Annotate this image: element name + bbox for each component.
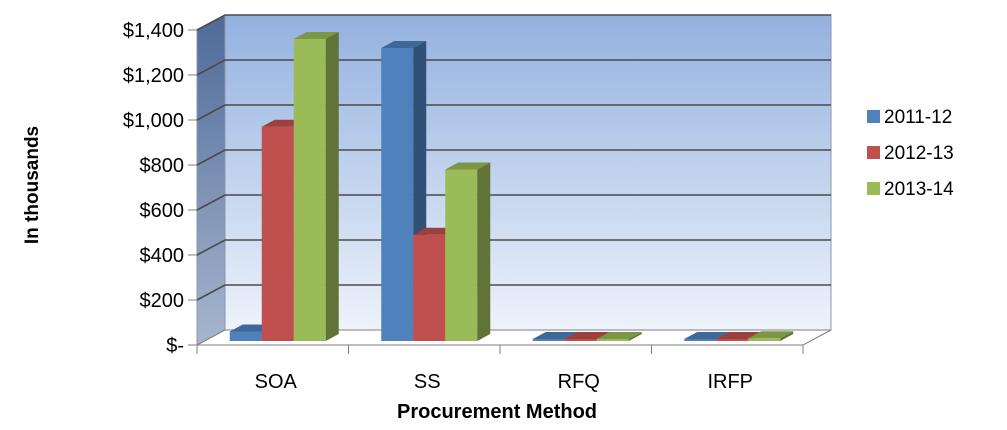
bar-top [293, 32, 339, 39]
legend-item: 2012-13 [867, 143, 954, 164]
legend-item: 2011-12 [867, 107, 952, 128]
y-tick-label: $1,400 [123, 20, 184, 42]
bar-top [381, 41, 427, 48]
y-tick-label: $400 [140, 245, 185, 267]
legend-swatch [867, 110, 880, 123]
bar-top [716, 332, 762, 339]
x-tick-labels: SOA SS RFQ IRFP [196, 345, 804, 393]
bar-side [628, 332, 642, 341]
legend-label: 2013-14 [884, 179, 954, 200]
y-tick-labels: $- $200 $400 $600 $800 $1,000 $1,200 $1,400 [123, 20, 197, 357]
bar-ss-2013-14 [445, 162, 491, 341]
x-axis-label: Procurement Method [397, 401, 597, 423]
gridline [196, 104, 831, 121]
x-tick-label: IRFP [707, 371, 753, 393]
y-tick-label: $1,000 [123, 110, 184, 132]
bar-front [716, 339, 749, 341]
gridlines [196, 14, 831, 301]
bar-front [229, 331, 262, 341]
y-tick-label: $800 [140, 155, 185, 177]
legend-item: 2013-14 [867, 179, 954, 200]
x-tick-label: SOA [255, 371, 298, 393]
x-tick-label: SS [414, 371, 441, 393]
y-tick-label: $200 [140, 290, 185, 312]
y-axis-label: In thousands [22, 126, 43, 244]
side-wall [196, 14, 226, 346]
y-tick-label: $- [166, 335, 184, 357]
legend-swatch [867, 182, 880, 195]
gridline [196, 59, 831, 76]
plot-floor [196, 329, 832, 346]
legend: 2011-12 2012-13 2013-14 [867, 107, 954, 200]
legend-label: 2011-12 [884, 107, 952, 128]
bar-front [596, 339, 629, 341]
y-tick-label: $600 [140, 200, 185, 222]
bar-front [381, 48, 414, 341]
bar-irfp-2013-14 [748, 331, 794, 341]
bar-top [684, 332, 730, 339]
bar-front [261, 126, 294, 341]
bar-front [445, 169, 478, 341]
gridline [196, 239, 831, 256]
legend-swatch [867, 146, 880, 159]
bar-top [445, 162, 491, 170]
gridline [196, 149, 831, 166]
bar-front [748, 338, 781, 341]
legend-label: 2012-13 [884, 143, 954, 164]
bar-top [532, 332, 578, 339]
bar-front [293, 39, 326, 341]
bar-soa-2013-14 [293, 32, 339, 341]
bar-top [564, 332, 610, 339]
gridline [196, 194, 831, 211]
gridline [196, 284, 831, 301]
bar-top [748, 331, 794, 339]
bar-front [684, 339, 717, 341]
bar-side [325, 32, 339, 341]
bar-front [413, 234, 446, 341]
bar-rfq-2013-14 [596, 332, 642, 341]
bars [229, 32, 794, 341]
gridline [196, 14, 831, 31]
bar-front [564, 339, 597, 341]
bar-front [532, 339, 565, 341]
x-tick-label: RFQ [558, 371, 600, 393]
bar-side [477, 162, 491, 341]
bar-top [596, 332, 642, 339]
floor [196, 329, 832, 346]
y-tick-label: $1,200 [123, 65, 184, 87]
bar-side [780, 331, 794, 341]
